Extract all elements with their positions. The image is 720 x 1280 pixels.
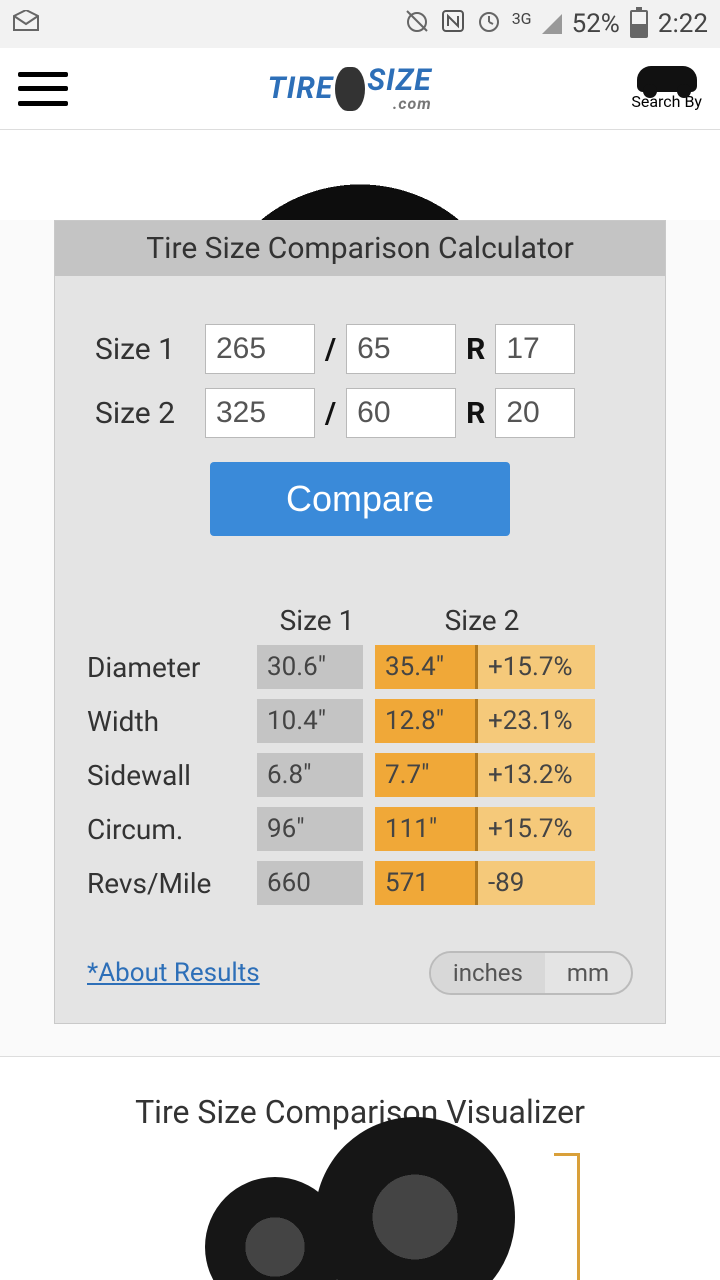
logo-text-c: .com: [367, 96, 431, 112]
unit-mm[interactable]: mm: [545, 953, 631, 993]
results-diff-value: -89: [475, 861, 595, 905]
results-row-label: Sidewall: [87, 759, 257, 792]
results-row-label: Width: [87, 705, 257, 738]
calculator-title: Tire Size Comparison Calculator: [55, 221, 665, 276]
results-size1-value: 660: [257, 861, 363, 905]
results-footer: *About Results inches mm: [55, 935, 665, 1023]
calculator-card: Tire Size Comparison Calculator Size 1 /…: [54, 220, 666, 1024]
results-size1-value: 10.4": [257, 699, 363, 743]
search-by-button[interactable]: Search By: [631, 66, 702, 111]
size1-row: Size 1 / R: [95, 324, 625, 374]
results-size1-value: 30.6": [257, 645, 363, 689]
logo-tire-icon: [335, 67, 365, 111]
r-sep: R: [466, 332, 485, 367]
calculator-inputs: Size 1 / R Size 2 / R Compare: [55, 276, 665, 564]
logo-text-b: SIZE: [367, 66, 431, 96]
results-size2-value: 7.7": [375, 753, 475, 797]
site-logo[interactable]: TIRE SIZE .com: [268, 66, 432, 112]
network-label: 3G: [512, 9, 532, 28]
compare-button[interactable]: Compare: [210, 462, 510, 536]
clock-time: 2:22: [658, 9, 708, 39]
about-results-link[interactable]: *About Results: [87, 958, 260, 988]
results-row: Sidewall6.8" 7.7"+13.2%: [87, 753, 633, 797]
battery-pct: 52%: [572, 9, 620, 39]
results-row-label: Circum.: [87, 813, 257, 846]
size1-width-input[interactable]: [205, 324, 315, 374]
results-size2-value: 12.8": [375, 699, 475, 743]
car-icon: [637, 66, 697, 92]
results-size1-value: 6.8": [257, 753, 363, 797]
signal-icon: [542, 14, 562, 34]
results-size2-value: 111": [375, 807, 475, 851]
size1-ratio-input[interactable]: [346, 324, 456, 374]
size1-label: Size 1: [95, 332, 195, 367]
results-head-size2: Size 2: [377, 604, 587, 637]
results-row-label: Revs/Mile: [87, 867, 257, 900]
results-row: Revs/Mile660 571-89: [87, 861, 633, 905]
clock-icon: [476, 8, 502, 40]
results-row: Diameter30.6" 35.4"+15.7%: [87, 645, 633, 689]
results-diff-value: +15.7%: [475, 807, 595, 851]
results-diff-value: +13.2%: [475, 753, 595, 797]
menu-button[interactable]: [18, 72, 68, 106]
results-size1-value: 96": [257, 807, 363, 851]
mail-icon: [12, 10, 40, 38]
results-diff-value: +23.1%: [475, 699, 595, 743]
unit-inches[interactable]: inches: [431, 953, 545, 993]
results-row: Circum.96" 111"+15.7%: [87, 807, 633, 851]
size2-ratio-input[interactable]: [346, 388, 456, 438]
nfc-icon: [440, 8, 466, 40]
size2-row: Size 2 / R: [95, 388, 625, 438]
unit-toggle[interactable]: inches mm: [429, 951, 633, 995]
logo-text-a: TIRE: [268, 71, 334, 106]
app-header: TIRE SIZE .com Search By: [0, 48, 720, 130]
size1-rim-input[interactable]: [495, 324, 575, 374]
size2-label: Size 2: [95, 396, 195, 431]
results-row: Width10.4" 12.8"+23.1%: [87, 699, 633, 743]
battery-icon: [630, 10, 648, 38]
hero-tire-image: [0, 130, 720, 220]
visualizer-section: Tire Size Comparison Visualizer: [0, 1056, 720, 1280]
android-status-bar: 3G 52% 2:22: [0, 0, 720, 48]
results-size2-value: 571: [375, 861, 475, 905]
results-head-size1: Size 1: [257, 604, 377, 637]
slash-sep: /: [325, 396, 336, 431]
size2-width-input[interactable]: [205, 388, 315, 438]
size2-rim-input[interactable]: [495, 388, 575, 438]
search-by-label: Search By: [631, 92, 702, 111]
r-sep: R: [466, 396, 485, 431]
results-header: Size 1 Size 2: [87, 604, 633, 637]
visualizer-bracket: [554, 1153, 580, 1280]
slash-sep: /: [325, 332, 336, 367]
results-row-label: Diameter: [87, 651, 257, 684]
results-table: Size 1 Size 2 Diameter30.6"35.4"+15.7%Wi…: [55, 564, 665, 935]
alarm-off-icon: [404, 8, 430, 40]
visualizer-stage: [0, 1157, 720, 1280]
results-diff-value: +15.7%: [475, 645, 595, 689]
results-size2-value: 35.4": [375, 645, 475, 689]
